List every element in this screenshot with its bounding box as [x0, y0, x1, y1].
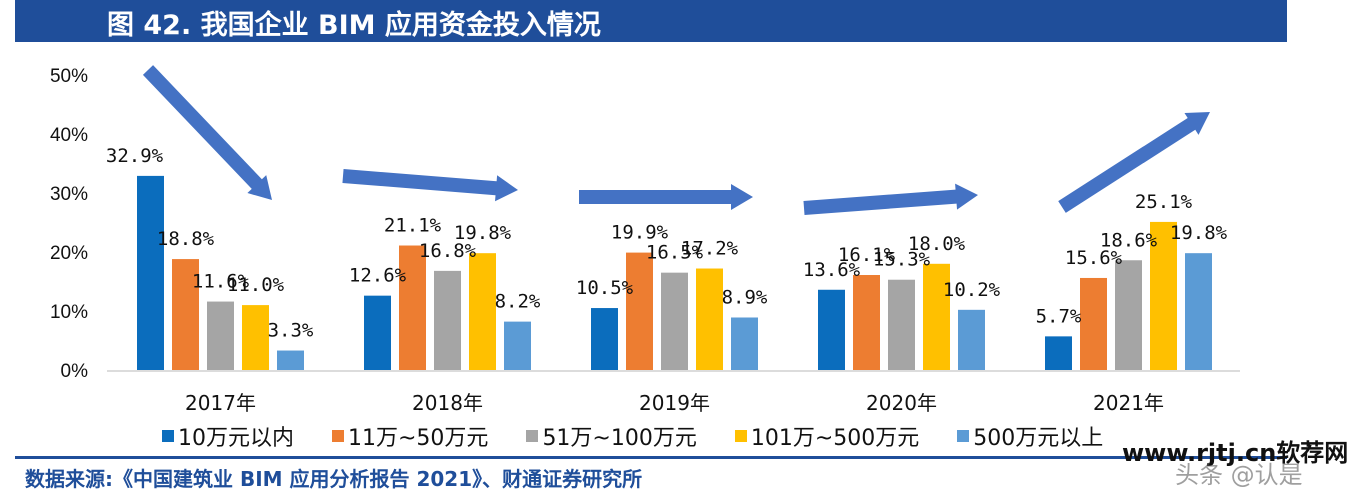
bar — [1080, 277, 1107, 370]
data-label: 16.8% — [419, 240, 477, 262]
bar — [591, 308, 618, 370]
bar — [731, 317, 758, 370]
x-axis: 2017年 2018年 2019年 2020年 2021年 — [107, 370, 1240, 415]
data-label: 3.3% — [268, 320, 314, 342]
legend-label: 500万元以上 — [973, 426, 1104, 451]
y-tick-label: 20% — [50, 243, 88, 264]
page-title: 图 42. 我国企业 BIM 应用资金投入情况 — [107, 10, 601, 41]
bars — [137, 175, 1212, 370]
x-tick-label: 2017年 — [185, 391, 256, 415]
bar — [1150, 221, 1177, 370]
data-label: 19.9% — [611, 222, 669, 244]
bar — [207, 301, 234, 370]
watermark: www.rjtj.cn软荐网 — [1122, 439, 1349, 467]
y-tick-label: 40% — [50, 125, 88, 146]
bar — [504, 321, 531, 370]
trend-arrows — [142, 65, 1210, 215]
bar — [696, 268, 723, 370]
data-label: 10.5% — [576, 277, 634, 299]
legend-label: 11万~50万元 — [348, 426, 489, 451]
bar — [469, 253, 496, 370]
bar — [853, 275, 880, 370]
legend-item: 11万~50万元 — [332, 420, 488, 452]
bar — [958, 309, 985, 370]
legend-item: 101万~500万元 — [734, 420, 920, 452]
bar — [242, 305, 269, 370]
y-tick-label: 0% — [61, 361, 89, 382]
trend-arrow-icon — [803, 183, 978, 215]
trend-arrow-icon — [342, 169, 518, 202]
data-label: 8.2% — [495, 291, 541, 313]
legend-item: 51万~100万元 — [526, 420, 697, 452]
legend-swatch-icon — [957, 430, 970, 442]
bar — [626, 252, 653, 370]
y-tick-label: 10% — [50, 302, 88, 323]
y-tick-label: 30% — [50, 184, 88, 205]
data-label: 10.2% — [943, 279, 1001, 301]
bar — [434, 270, 461, 370]
title-bar: 图 42. 我国企业 BIM 应用资金投入情况 — [15, 0, 1287, 42]
data-label: 19.8% — [1170, 222, 1228, 244]
data-label: 15.3% — [873, 249, 931, 271]
legend: 10万元以内 11万~50万元 51万~100万元 101万~500万元 500万元以上 — [162, 420, 1141, 452]
source-note: 数据来源:《中国建筑业 BIM 应用分析报告 2021》、财通证券研究所 — [25, 467, 643, 491]
data-label: 11.0% — [227, 274, 285, 296]
bar — [923, 263, 950, 370]
legend-swatch-icon — [526, 430, 539, 442]
bar — [172, 259, 199, 370]
legend-swatch-icon — [734, 430, 747, 442]
data-label: 15.6% — [1065, 247, 1123, 269]
bar — [364, 295, 391, 370]
bar — [1045, 336, 1072, 370]
data-label: 12.6% — [349, 265, 407, 287]
watermark-secondary: 头条 @认是 — [1175, 461, 1303, 489]
divider — [15, 456, 1287, 459]
data-label: 18.8% — [157, 228, 215, 250]
data-label: 25.1% — [1135, 191, 1193, 213]
legend-label: 101万~500万元 — [750, 426, 920, 451]
bar — [661, 272, 688, 370]
y-tick-label: 50% — [50, 66, 88, 87]
data-label: 16.5% — [646, 242, 704, 264]
data-label: 21.1% — [384, 215, 442, 237]
data-label: 18.6% — [1100, 229, 1158, 251]
trend-arrow-icon — [142, 65, 272, 201]
data-label: 32.9% — [106, 145, 164, 167]
legend-item: 500万元以上 — [957, 420, 1103, 452]
trend-arrow-icon — [1058, 112, 1210, 213]
bar — [888, 279, 915, 370]
data-label: 16.1% — [838, 244, 896, 266]
x-tick-label: 2018年 — [412, 391, 483, 415]
x-tick-label: 2020年 — [866, 391, 937, 415]
trend-arrow-icon — [579, 184, 753, 210]
data-label: 13.6% — [803, 259, 861, 281]
legend-label: 51万~100万元 — [542, 426, 697, 451]
bar — [1115, 260, 1142, 370]
data-label: 11.6% — [192, 271, 250, 293]
legend-item: 10万元以内 — [162, 420, 294, 452]
data-label: 5.7% — [1036, 305, 1082, 327]
bar — [818, 289, 845, 370]
bar — [399, 245, 426, 370]
x-tick-label: 2019年 — [639, 391, 710, 415]
bar — [277, 350, 304, 370]
data-label: 19.8% — [454, 222, 512, 244]
legend-swatch-icon — [332, 430, 344, 442]
data-label: 17.2% — [681, 238, 739, 260]
x-tick-label: 2021年 — [1093, 391, 1164, 415]
legend-swatch-icon — [162, 430, 174, 442]
data-label: 8.9% — [722, 286, 768, 308]
bar — [137, 175, 164, 370]
legend-label: 10万元以内 — [178, 426, 294, 451]
data-labels: 32.9%18.8%11.6%11.0%3.3%12.6%21.1%16.8%1… — [106, 145, 1228, 342]
data-label: 18.0% — [908, 233, 966, 255]
y-axis: 0% 10% 20% 30% 40% 50% — [50, 66, 88, 382]
bar — [1185, 253, 1212, 370]
